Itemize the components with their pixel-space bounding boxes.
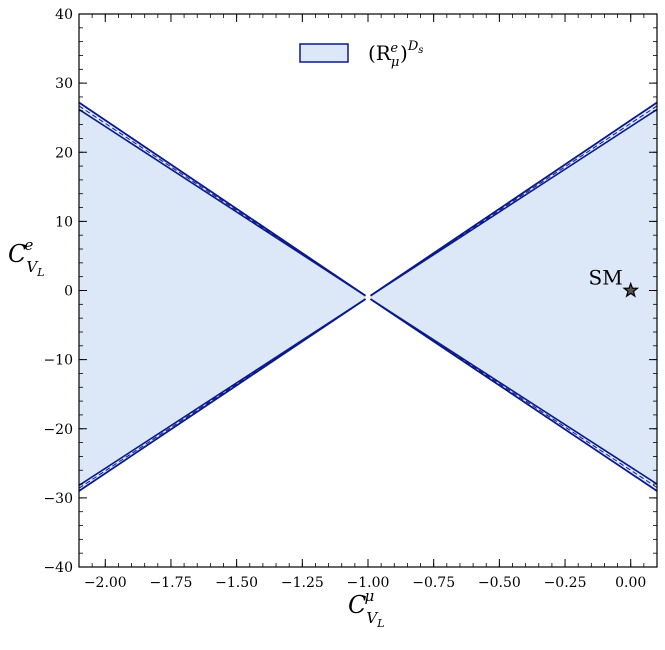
x-tick-labels: −2.00 −1.75 −1.50 −1.25 −1.00 −0.75 −0.50 −0.25… bbox=[84, 575, 646, 591]
legend-label: (Rμe)Ds bbox=[368, 39, 423, 70]
annotation-points: SM bbox=[589, 266, 640, 298]
legend: (Rμe)Ds bbox=[299, 39, 423, 70]
x-axis-title: CVLμ bbox=[348, 587, 385, 630]
sm-star-marker bbox=[622, 281, 640, 298]
x-tick-label: −1.50 bbox=[215, 575, 258, 591]
y-tick-labels: −40 −30 −20 −10 0 10 20 30 40 bbox=[43, 7, 73, 576]
legend-swatch bbox=[299, 43, 349, 63]
central-line-left-top bbox=[78, 105, 369, 298]
axis-ticks bbox=[78, 13, 658, 568]
x-tick-label: 0.00 bbox=[615, 575, 646, 591]
y-tick-label: −30 bbox=[43, 491, 73, 507]
region-fills bbox=[79, 102, 657, 491]
x-tick-label: −1.00 bbox=[347, 575, 390, 591]
x-tick-label: −1.75 bbox=[150, 575, 193, 591]
y-axis-title: CVLe bbox=[8, 236, 45, 279]
central-line-right-top bbox=[367, 105, 658, 298]
sm-label: SM bbox=[589, 266, 623, 290]
boundary-outer-right-bottom bbox=[367, 296, 658, 492]
y-tick-label: 20 bbox=[55, 145, 73, 161]
region-fill-right bbox=[368, 102, 657, 491]
y-tick-label: −10 bbox=[43, 353, 73, 369]
region-fill-left bbox=[79, 102, 368, 491]
central-line-left-bottom bbox=[78, 296, 369, 489]
y-tick-label: −40 bbox=[43, 560, 73, 576]
y-tick-label: 40 bbox=[55, 7, 73, 23]
y-tick-label: 10 bbox=[55, 214, 73, 230]
y-tick-label: 0 bbox=[64, 284, 73, 300]
central-line-right-bottom bbox=[367, 296, 658, 488]
y-tick-label: −20 bbox=[43, 422, 73, 438]
x-tick-label: −0.75 bbox=[412, 575, 455, 591]
x-tick-label: −0.25 bbox=[544, 575, 587, 591]
region-boundaries bbox=[78, 101, 658, 492]
x-tick-label: −0.50 bbox=[478, 575, 521, 591]
crossing-gap bbox=[365, 294, 371, 301]
y-tick-label: 30 bbox=[55, 76, 73, 92]
x-tick-label: −1.25 bbox=[281, 575, 324, 591]
x-tick-label: −2.00 bbox=[84, 575, 127, 591]
